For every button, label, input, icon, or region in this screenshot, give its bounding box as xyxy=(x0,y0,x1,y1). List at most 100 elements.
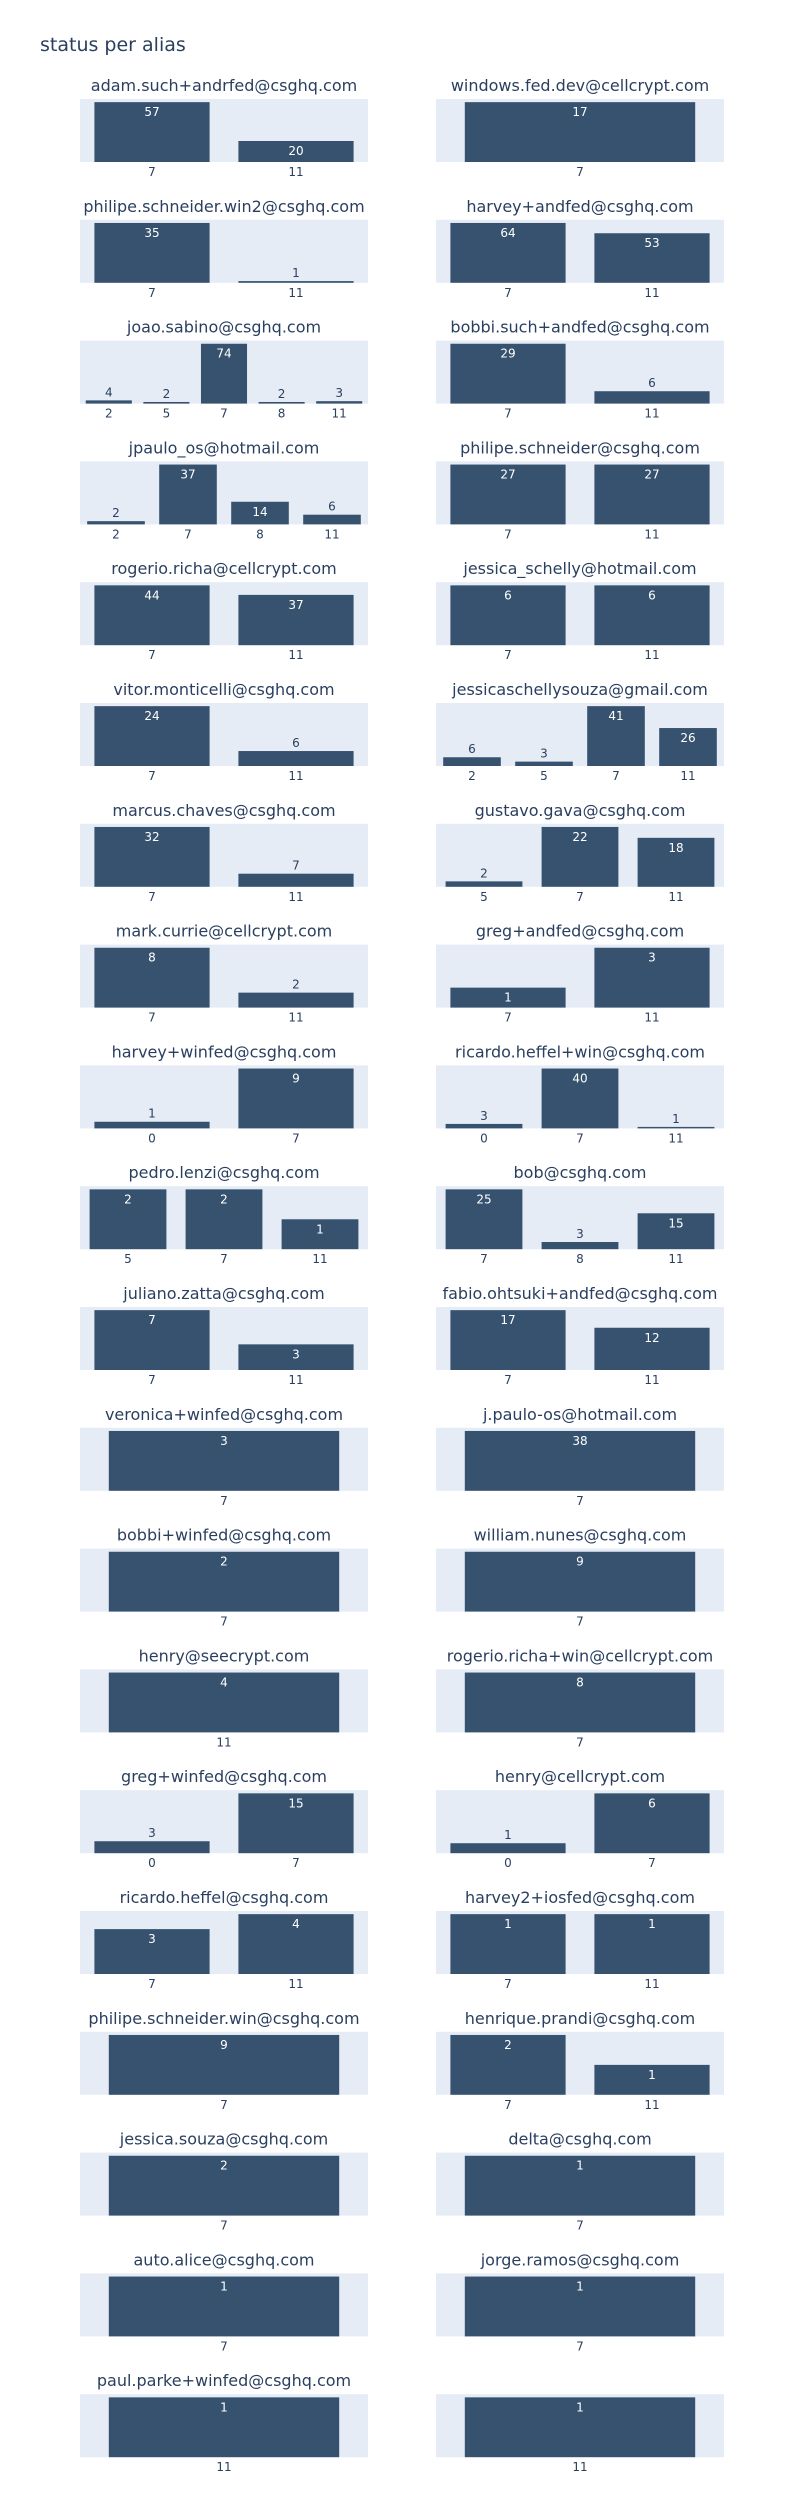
x-tick-label: 8 xyxy=(278,407,286,421)
bar-data-label: 1 xyxy=(672,1112,680,1126)
x-tick-label: 11 xyxy=(644,407,659,421)
bar-data-label: 6 xyxy=(648,1796,656,1810)
plot-area xyxy=(80,461,368,525)
subplot-title: vitor.monticelli@csghq.com xyxy=(113,680,334,699)
subplot-title: rogerio.richa@cellcrypt.com xyxy=(111,559,336,578)
bar-data-label: 53 xyxy=(644,236,659,250)
x-tick-label: 7 xyxy=(576,1494,584,1508)
x-tick-label: 7 xyxy=(612,769,620,783)
x-tick-label: 7 xyxy=(504,648,512,662)
bar xyxy=(464,1430,696,1491)
x-tick-label: 7 xyxy=(292,1856,300,1870)
subplot-title: greg+winfed@csghq.com xyxy=(121,1767,327,1786)
x-tick-label: 7 xyxy=(184,527,192,541)
bar-data-label: 2 xyxy=(220,1192,228,1206)
bar xyxy=(258,401,305,404)
x-tick-label: 7 xyxy=(576,2339,584,2353)
bar xyxy=(594,391,710,404)
bar-data-label: 2 xyxy=(112,506,120,520)
x-tick-label: 11 xyxy=(288,648,303,662)
x-tick-label: 11 xyxy=(644,2098,659,2112)
bar xyxy=(94,1929,210,1974)
x-tick-label: 7 xyxy=(292,1131,300,1145)
bar xyxy=(94,947,210,1008)
x-tick-label: 11 xyxy=(668,1252,683,1266)
bar xyxy=(238,594,354,646)
subplot-panel: jessica.souza@csghq.com 2 7 xyxy=(80,2130,368,2233)
bar xyxy=(594,947,710,1008)
subplot-title: jessica_schelly@hotmail.com xyxy=(462,559,696,579)
bar-data-label: 22 xyxy=(572,830,587,844)
x-tick-label: 8 xyxy=(576,1252,584,1266)
subplot-panel: delta@csghq.com 1 7 xyxy=(436,2130,724,2233)
bar-data-label: 57 xyxy=(144,105,159,119)
x-tick-label: 5 xyxy=(163,407,171,421)
bar xyxy=(637,837,715,887)
bar-data-label: 2 xyxy=(480,866,488,880)
subplot-panel: marcus.chaves@csghq.com 32 7 7 11 xyxy=(80,801,368,904)
x-tick-label: 7 xyxy=(148,1011,156,1025)
bar xyxy=(85,400,132,404)
x-tick-label: 11 xyxy=(288,1373,303,1387)
bar-data-label: 6 xyxy=(648,376,656,390)
bar-data-label: 8 xyxy=(576,1676,584,1690)
bar-data-label: 1 xyxy=(316,1222,324,1236)
subplot-title: marcus.chaves@csghq.com xyxy=(112,801,335,820)
bar xyxy=(94,222,210,283)
subplot-title: bobbi+winfed@csghq.com xyxy=(117,1526,331,1545)
bar-data-label: 9 xyxy=(220,2038,228,2052)
bar-data-label: 1 xyxy=(576,2400,584,2414)
bar-data-label: 1 xyxy=(576,2159,584,2173)
bar xyxy=(587,706,645,766)
bar-data-label: 27 xyxy=(500,468,515,482)
x-tick-label: 11 xyxy=(288,769,303,783)
bar xyxy=(594,2064,710,2095)
subplot-title: jessica.souza@csghq.com xyxy=(119,2130,328,2149)
bar xyxy=(464,102,696,162)
subplot-panel: william.nunes@csghq.com 9 7 xyxy=(436,1526,724,1629)
x-tick-label: 11 xyxy=(216,1735,231,1749)
x-tick-label: 11 xyxy=(288,286,303,300)
bar xyxy=(464,1672,696,1733)
bar xyxy=(594,233,710,283)
bar-data-label: 6 xyxy=(504,588,512,602)
bar xyxy=(659,728,717,766)
bar-data-label: 9 xyxy=(576,1555,584,1569)
bar-data-label: 2 xyxy=(504,2038,512,2052)
bar-data-label: 1 xyxy=(504,991,512,1005)
x-tick-label: 11 xyxy=(312,1252,327,1266)
x-tick-label: 7 xyxy=(480,1252,488,1266)
bar xyxy=(594,1793,710,1854)
bar xyxy=(87,521,145,525)
subplot-title: pedro.lenzi@csghq.com xyxy=(128,1163,319,1182)
subplot-title: windows.fed.dev@cellcrypt.com xyxy=(451,76,709,95)
x-tick-label: 7 xyxy=(220,407,228,421)
bar xyxy=(637,1126,715,1129)
bar-data-label: 32 xyxy=(144,830,159,844)
subplot-title: bobbi.such+andfed@csghq.com xyxy=(450,318,709,337)
bar-data-label: 25 xyxy=(476,1192,491,1206)
subplot-panel: rogerio.richa@cellcrypt.com 44 7 37 11 xyxy=(80,559,368,662)
subplot-panel: harvey+andfed@csghq.com 64 7 53 11 xyxy=(436,197,724,300)
bar-data-label: 3 xyxy=(220,1434,228,1448)
bar xyxy=(450,1914,566,1974)
x-tick-label: 0 xyxy=(148,1131,156,1145)
bar-data-label: 26 xyxy=(680,731,695,745)
bar xyxy=(185,1189,263,1250)
bar-data-label: 3 xyxy=(648,951,656,965)
subplot-panel: harvey+winfed@csghq.com 1 0 9 7 xyxy=(80,1042,368,1145)
x-tick-label: 7 xyxy=(504,286,512,300)
bar xyxy=(94,826,210,887)
x-tick-label: 7 xyxy=(576,2219,584,2233)
subplot-title: philipe.schneider.win2@csghq.com xyxy=(83,197,364,216)
subplot-title: henry@cellcrypt.com xyxy=(495,1767,665,1786)
bar xyxy=(464,2155,696,2216)
x-tick-label: 11 xyxy=(288,890,303,904)
bar-data-label: 6 xyxy=(648,588,656,602)
bar xyxy=(94,585,210,646)
